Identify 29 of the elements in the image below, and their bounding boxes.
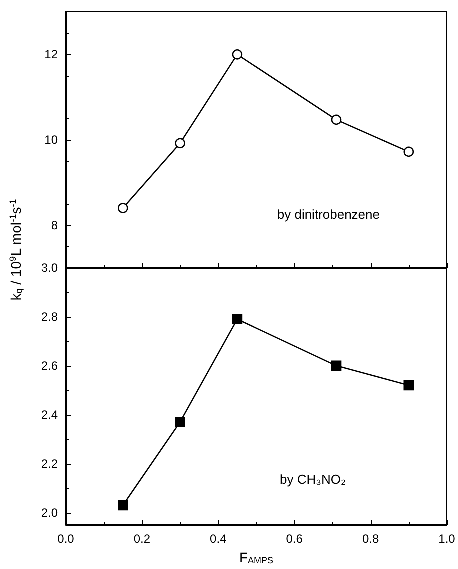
point bbox=[232, 314, 243, 325]
point bbox=[404, 146, 414, 158]
y-axis-title: kq / 109L mol-1s-1 bbox=[8, 199, 24, 301]
x-tick-label: 0.4 bbox=[210, 532, 228, 546]
x-tick-label: 0.0 bbox=[58, 532, 75, 546]
y-tick-label: 3.0 bbox=[41, 261, 58, 275]
y-tick-label: 10 bbox=[44, 133, 58, 147]
point bbox=[175, 417, 186, 428]
y-tick-label: 8 bbox=[51, 218, 58, 232]
y-tick-label: 2.8 bbox=[41, 310, 58, 324]
point bbox=[232, 50, 243, 60]
point bbox=[331, 114, 342, 126]
y-tick-label: 2.4 bbox=[41, 408, 58, 422]
x-axis-title: FAMPS bbox=[239, 550, 274, 566]
y-tick-label: 12 bbox=[44, 48, 58, 62]
y-tick-label: 2.6 bbox=[41, 358, 58, 373]
x-tick-label: 1.0 bbox=[438, 532, 456, 546]
point bbox=[175, 138, 186, 149]
annotation: by dinitrobenzene bbox=[277, 207, 380, 222]
x-tick-label: 0.2 bbox=[134, 532, 151, 546]
point bbox=[404, 380, 414, 391]
x-tick-label: 0.6 bbox=[286, 532, 304, 546]
point bbox=[118, 500, 128, 511]
y-tick-label: 2.2 bbox=[41, 456, 58, 471]
x-tick-label: 0.8 bbox=[362, 532, 380, 546]
point bbox=[118, 203, 128, 214]
y-tick-label: 2.0 bbox=[41, 506, 58, 520]
point bbox=[331, 360, 342, 372]
annotation: by CH₃NO₂ bbox=[280, 472, 346, 487]
